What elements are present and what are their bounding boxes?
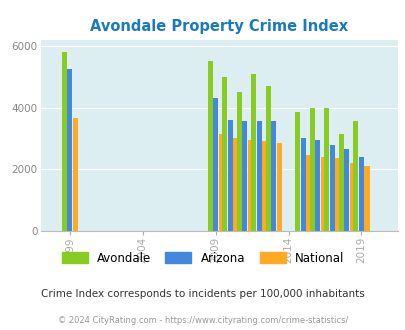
Bar [300, 138, 305, 231]
Bar [314, 140, 320, 231]
Bar [364, 166, 369, 231]
Bar [294, 112, 299, 231]
Bar [329, 145, 334, 231]
Bar [271, 121, 276, 231]
Bar [236, 92, 241, 231]
Bar [335, 158, 339, 231]
Bar [247, 140, 252, 231]
Bar [352, 121, 358, 231]
Bar [242, 121, 247, 231]
Bar [218, 134, 223, 231]
Bar [72, 118, 78, 231]
Title: Avondale Property Crime Index: Avondale Property Crime Index [90, 19, 347, 34]
Bar [227, 120, 232, 231]
Bar [305, 155, 310, 231]
Bar [320, 157, 325, 231]
Bar [323, 108, 328, 231]
Bar [338, 134, 343, 231]
Bar [265, 86, 270, 231]
Text: Crime Index corresponds to incidents per 100,000 inhabitants: Crime Index corresponds to incidents per… [41, 289, 364, 299]
Text: © 2024 CityRating.com - https://www.cityrating.com/crime-statistics/: © 2024 CityRating.com - https://www.city… [58, 315, 347, 325]
Legend: Avondale, Arizona, National: Avondale, Arizona, National [57, 247, 348, 269]
Bar [62, 52, 66, 231]
Bar [343, 149, 349, 231]
Bar [213, 98, 217, 231]
Bar [251, 74, 256, 231]
Bar [262, 142, 267, 231]
Bar [349, 163, 354, 231]
Bar [67, 69, 72, 231]
Bar [309, 108, 314, 231]
Bar [222, 77, 227, 231]
Bar [232, 138, 238, 231]
Bar [276, 143, 281, 231]
Bar [358, 157, 363, 231]
Bar [256, 121, 261, 231]
Bar [207, 61, 212, 231]
